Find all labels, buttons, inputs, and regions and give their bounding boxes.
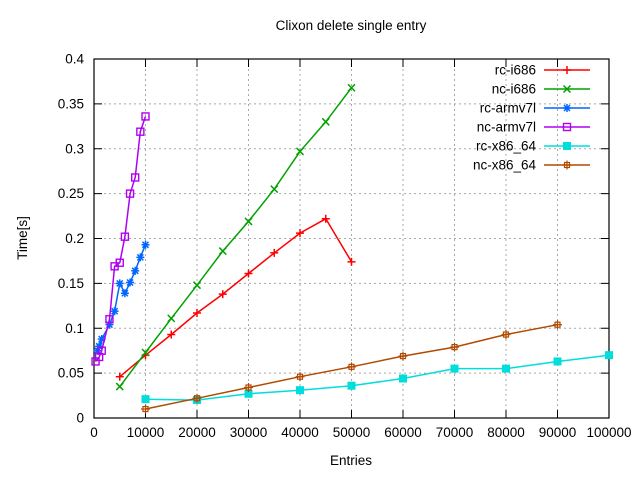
filled-square-marker <box>553 357 562 366</box>
y-tick-label: 0.2 <box>65 231 84 246</box>
cross-marker <box>347 83 356 92</box>
cross-marker <box>270 185 279 194</box>
y-tick-label: 0.15 <box>58 276 84 291</box>
open-square-marker <box>130 173 140 182</box>
legend-label: nc-armv7l <box>477 120 536 135</box>
legend-entry-rc-i686: rc-i686 <box>495 63 590 78</box>
filled-square-marker <box>296 386 304 395</box>
cross-marker <box>295 147 305 156</box>
x-tick-label: 40000 <box>281 425 319 440</box>
x-tick-label: 60000 <box>384 425 422 440</box>
y-axis-label: Time[s] <box>15 216 30 260</box>
asterisk-marker <box>136 253 144 261</box>
filled-square-marker <box>244 389 253 398</box>
open-square-marker <box>141 112 150 121</box>
series-line <box>119 217 353 378</box>
asterisk-marker <box>126 278 134 287</box>
open-square-marker <box>94 352 104 362</box>
x-axis-label: Entries <box>330 453 372 468</box>
asterisk-marker <box>98 335 106 343</box>
filled-square-marker <box>347 381 356 390</box>
legend-label: rc-i686 <box>495 63 536 78</box>
x-tick-label: 30000 <box>230 425 268 440</box>
series-rc-i686 <box>115 214 356 381</box>
y-tick-label: 0.1 <box>65 321 84 336</box>
filled-square-marker <box>605 351 613 360</box>
plot-border <box>93 58 610 419</box>
asterisk-marker <box>111 307 119 315</box>
legend-label: rc-x86_64 <box>476 139 537 154</box>
y-tick-label: 0.4 <box>65 52 84 67</box>
legend-label: rc-armv7l <box>480 101 536 116</box>
series-nc-armv7l <box>91 112 150 366</box>
open-square-marker <box>97 346 106 355</box>
x-tick-label: 80000 <box>487 425 525 440</box>
filled-square-marker <box>502 364 510 373</box>
series-line <box>145 354 610 401</box>
x-tick-label: 20000 <box>178 425 216 440</box>
filled-square-marker <box>563 142 571 150</box>
plot-content: 0 10000 20000 30000 40000 50000 60000 70000 8000… <box>58 52 632 441</box>
asterisk-marker <box>95 342 103 350</box>
open-square-marker <box>125 189 135 198</box>
y-tick-label: 0.05 <box>58 366 84 381</box>
legend-entry-nc-i686: nc-i686 <box>492 82 590 97</box>
filled-square-marker <box>399 374 407 383</box>
legend: rc-i686 nc-i686 rc-armv7l nc-armv7l rc-x86_6… <box>473 63 590 173</box>
y-tick-label: 0 <box>76 411 84 426</box>
asterisk-marker <box>141 241 150 249</box>
x-tick-label: 50000 <box>333 425 371 440</box>
legend-entry-nc-armv7l: nc-armv7l <box>477 120 590 135</box>
series-line <box>119 87 353 388</box>
x-tick-label: 70000 <box>436 425 474 440</box>
y-tick-label: 0.3 <box>65 141 84 156</box>
asterisk-marker <box>121 289 129 297</box>
cross-marker <box>167 314 176 323</box>
x-tick-label: 10000 <box>127 425 165 440</box>
series-nc-x86_64 <box>141 320 562 414</box>
grid: 0 10000 20000 30000 40000 50000 60000 70000 8000… <box>58 52 632 441</box>
asterisk-marker <box>563 104 571 112</box>
cross-marker <box>141 348 150 357</box>
open-square-marker <box>115 258 124 267</box>
legend-entry-rc-armv7l: rc-armv7l <box>480 101 590 116</box>
cross-marker <box>321 117 330 126</box>
series-nc-i686 <box>115 83 356 391</box>
open-square-marker <box>562 122 572 132</box>
open-square-marker <box>136 127 145 136</box>
x-tick-label: 0 <box>90 425 98 440</box>
chart-title: Clixon delete single entry <box>276 18 427 33</box>
x-tick-label: 100000 <box>586 425 631 440</box>
filled-square-marker <box>141 395 150 404</box>
series-rc-x86_64 <box>141 351 613 405</box>
cross-marker <box>218 247 227 256</box>
series-line <box>96 244 147 351</box>
x-tick-label: 90000 <box>539 425 577 440</box>
asterisk-marker <box>116 279 124 287</box>
open-square-marker <box>120 232 130 241</box>
legend-entry-rc-x86_64: rc-x86_64 <box>476 139 590 154</box>
series-rc-armv7l <box>93 240 150 355</box>
filled-square-marker <box>450 364 459 373</box>
cross-marker <box>115 382 124 391</box>
legend-label: nc-i686 <box>492 82 536 97</box>
legend-entry-nc-x86_64: nc-x86_64 <box>473 158 590 173</box>
cross-marker <box>192 281 202 290</box>
y-tick-label: 0.35 <box>58 96 84 111</box>
open-square-marker <box>105 315 114 324</box>
cross-marker <box>244 217 253 226</box>
legend-label: nc-x86_64 <box>473 158 537 173</box>
asterisk-marker <box>131 267 139 275</box>
cross-marker <box>562 84 572 94</box>
y-tick-label: 0.25 <box>58 186 84 201</box>
